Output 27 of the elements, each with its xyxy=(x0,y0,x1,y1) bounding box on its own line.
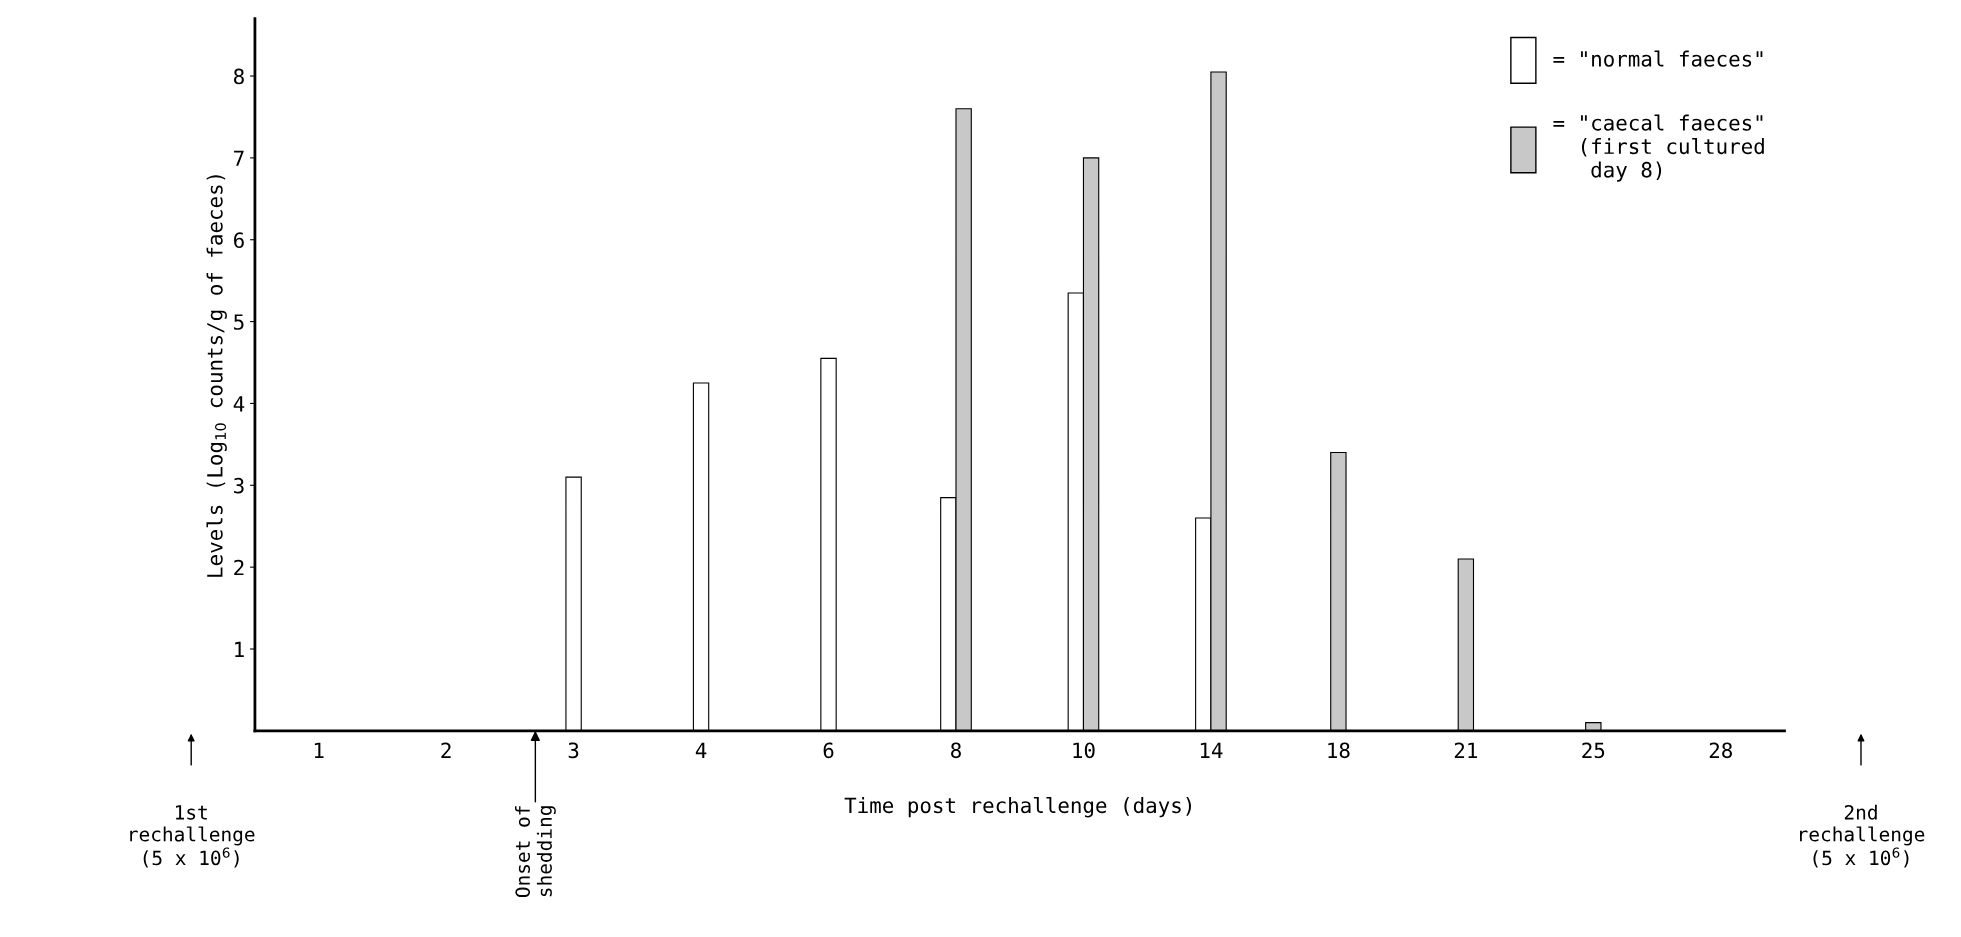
x-axis-title: Time post rechallenge (days) xyxy=(844,796,1191,818)
text: 1st rechallenge (5 x 10$^{6}$) xyxy=(130,805,255,868)
x-tick-label: 10 xyxy=(1073,742,1095,759)
x-tick-label: 28 xyxy=(1709,742,1732,759)
y-tick-label: 2 xyxy=(234,559,244,576)
x-tick-label: 1 xyxy=(314,742,324,758)
legend-label: = "caecal faeces" (first cultured day 8) xyxy=(1553,114,1764,182)
x-tick-label: 4 xyxy=(695,742,707,758)
x-tick-label: 2 xyxy=(441,742,451,758)
y-tick-label: 3 xyxy=(234,477,244,494)
text: 2nd rechallenge (5 x 10$^{6}$) xyxy=(1800,804,1925,868)
legend-label: = "normal faeces" xyxy=(1553,50,1763,67)
x-tick-label: 14 xyxy=(1200,742,1223,758)
text: Onset of shedding xyxy=(514,806,556,898)
x-tick-label: 25 xyxy=(1582,742,1605,759)
x-tick-label: 8 xyxy=(951,742,961,759)
y-tick-label: 4 xyxy=(233,396,245,412)
x-tick-label: 3 xyxy=(568,742,579,759)
x-tick-label: 18 xyxy=(1328,742,1350,759)
y-tick-label: 5 xyxy=(234,314,244,330)
y-tick-label: 1 xyxy=(235,641,244,657)
x-tick-label: 6 xyxy=(823,742,834,759)
y-tick-label: 6 xyxy=(234,232,244,249)
y-tick-label: 8 xyxy=(234,68,244,85)
y-axis-title: Levels (Log$_{10}$ counts/g of faeces) xyxy=(206,175,227,577)
y-tick-label: 7 xyxy=(234,150,244,166)
x-tick-label: 21 xyxy=(1454,742,1477,758)
